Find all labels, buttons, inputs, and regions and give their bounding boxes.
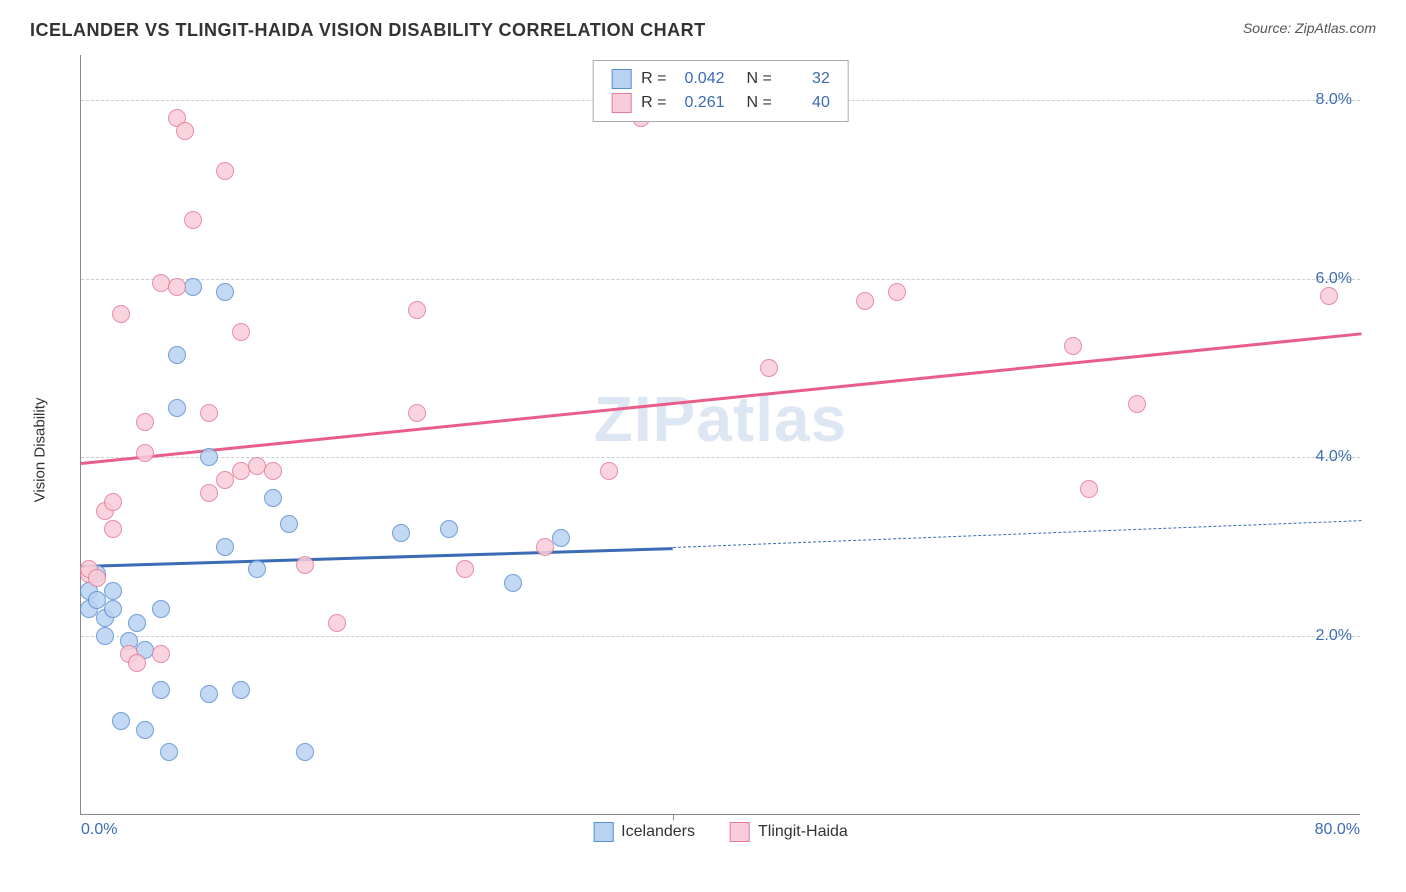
data-point [200,685,218,703]
gridline [81,279,1360,280]
data-point [200,448,218,466]
data-point [104,493,122,511]
data-point [216,538,234,556]
data-point [1080,480,1098,498]
data-point [408,301,426,319]
data-point [216,283,234,301]
gridline [81,636,1360,637]
data-point [216,162,234,180]
y-tick-label: 6.0% [1316,270,1352,288]
legend-stats-row: R = 0.261 N = 40 [611,91,830,115]
data-point [440,520,458,538]
trend-line [81,547,673,568]
data-point [160,743,178,761]
data-point [128,614,146,632]
data-point [1128,395,1146,413]
legend-swatch [730,822,750,842]
data-point [152,645,170,663]
data-point [152,681,170,699]
data-point [96,627,114,645]
data-point [128,654,146,672]
stat-r-value: 0.261 [677,94,725,112]
data-point [248,560,266,578]
stat-r-value: 0.042 [677,70,725,88]
data-point [104,582,122,600]
x-tick-label: 0.0% [81,821,117,839]
data-point [176,122,194,140]
data-point [168,278,186,296]
data-point [328,614,346,632]
data-point [536,538,554,556]
trend-line [81,332,1361,465]
legend-item: Tlingit-Haida [730,822,848,842]
stat-r-label: R = [641,70,666,88]
data-point [136,413,154,431]
stat-n-label: N = [747,70,772,88]
legend-stats: R = 0.042 N = 32 R = 0.261 N = 40 [592,60,849,122]
data-point [152,600,170,618]
source-label: Source: ZipAtlas.com [1243,20,1376,36]
data-point [760,359,778,377]
data-point [184,211,202,229]
stat-n-value: 32 [782,70,830,88]
legend-stats-row: R = 0.042 N = 32 [611,67,830,91]
y-tick-label: 8.0% [1316,91,1352,109]
data-point [88,569,106,587]
x-tick-label: 80.0% [1315,821,1360,839]
data-point [168,399,186,417]
data-point [856,292,874,310]
data-point [112,305,130,323]
data-point [200,484,218,502]
data-point [1064,337,1082,355]
data-point [168,346,186,364]
data-point [408,404,426,422]
legend-swatch [611,69,631,89]
legend-label: Icelanders [621,823,695,841]
watermark: ZIPatlas [594,382,847,456]
legend-series: Icelanders Tlingit-Haida [593,822,848,842]
data-point [888,283,906,301]
data-point [504,574,522,592]
legend-label: Tlingit-Haida [758,823,848,841]
stat-n-value: 40 [782,94,830,112]
data-point [232,681,250,699]
stat-n-label: N = [747,94,772,112]
legend-item: Icelanders [593,822,695,842]
legend-swatch [593,822,613,842]
data-point [104,600,122,618]
data-point [600,462,618,480]
stat-r-label: R = [641,94,666,112]
data-point [200,404,218,422]
plot-area: ZIPatlas 2.0%4.0%6.0%8.0%0.0%80.0%R =0.0… [80,55,1360,815]
chart-container: Vision Disability ZIPatlas 2.0%4.0%6.0%8… [50,55,1380,845]
data-point [264,462,282,480]
data-point [184,278,202,296]
x-minor-tick [673,814,674,820]
data-point [392,524,410,542]
data-point [216,471,234,489]
gridline [81,457,1360,458]
chart-title: ICELANDER VS TLINGIT-HAIDA VISION DISABI… [30,20,706,41]
legend-swatch [611,93,631,113]
data-point [296,556,314,574]
data-point [280,515,298,533]
data-point [136,721,154,739]
data-point [456,560,474,578]
data-point [136,444,154,462]
data-point [1320,287,1338,305]
data-point [232,323,250,341]
data-point [264,489,282,507]
data-point [112,712,130,730]
data-point [104,520,122,538]
data-point [296,743,314,761]
trend-line [673,520,1361,548]
y-axis-label: Vision Disability [32,398,49,503]
y-tick-label: 2.0% [1316,627,1352,645]
data-point [552,529,570,547]
y-tick-label: 4.0% [1316,448,1352,466]
